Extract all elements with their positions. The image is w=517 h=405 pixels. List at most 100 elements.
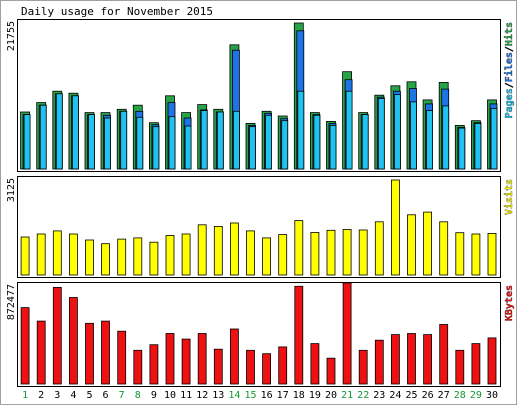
bar-kbytes-kbytes-6 [101,320,110,385]
bar-usage-pages-13 [216,111,224,170]
panel-frame-usage [17,19,501,172]
bar-usage-pages-30 [490,108,498,170]
bar-kbytes-kbytes-10 [165,333,175,385]
bar-kbytes-kbytes-3 [52,286,62,385]
bar-usage-pages-4 [72,95,79,170]
bar-usage-pages-12 [200,110,208,170]
x-tick-label-20: 20 [325,390,337,401]
bar-kbytes-kbytes-11 [181,338,191,385]
bar-usage-pages-7 [120,110,128,170]
x-tick-label-5: 5 [86,390,92,401]
x-tick-label-24: 24 [389,390,401,401]
bar-visits-visits-6 [101,243,110,276]
bar-kbytes-kbytes-30 [487,337,497,385]
bar-kbytes-kbytes-27 [439,324,449,385]
x-tick-label-17: 17 [277,390,289,401]
bar-visits-visits-22 [358,229,368,276]
x-tick-label-11: 11 [180,390,192,401]
panel-visits: 3125 Visits [6,176,515,278]
x-tick-label-4: 4 [70,390,76,401]
bar-usage-pages-24 [393,94,401,170]
bar-kbytes-kbytes-20 [326,357,336,385]
bar-usage-pages-18 [297,90,305,170]
bar-kbytes-kbytes-14 [229,328,239,385]
legend-kbytes: KBytes [504,285,515,321]
bar-visits-visits-21 [342,228,352,276]
bar-kbytes-kbytes-17 [278,346,288,385]
x-tick-label-9: 9 [151,390,157,401]
bar-kbytes-kbytes-9 [149,344,159,385]
bar-usage-pages-29 [474,123,482,170]
panel-kbytes: 872477 KBytes [6,282,515,387]
bar-kbytes-kbytes-24 [390,334,400,385]
x-tick-label-28: 28 [454,390,466,401]
x-tick-label-1: 1 [22,390,28,401]
bar-visits-visits-9 [149,241,159,276]
bar-visits-visits-23 [374,221,384,276]
bar-visits-visits-18 [294,220,304,276]
bar-usage-pages-28 [458,127,466,170]
bar-visits-visits-2 [36,233,46,276]
chart-title: Daily usage for November 2015 [21,5,213,18]
x-tick-label-2: 2 [38,390,44,401]
bar-visits-visits-7 [117,238,127,276]
bar-visits-visits-26 [423,211,433,276]
x-tick-label-25: 25 [405,390,417,401]
bar-usage-pages-9 [152,126,160,170]
x-tick-label-3: 3 [54,390,60,401]
x-tick-label-15: 15 [244,390,256,401]
bar-visits-visits-11 [181,233,191,276]
bar-kbytes-kbytes-18 [294,285,304,385]
legend-entry-visits-0: Visits [503,179,515,215]
bar-visits-visits-5 [85,239,94,276]
x-tick-label-14: 14 [228,390,240,401]
bar-kbytes-kbytes-22 [358,349,368,385]
bar-kbytes-kbytes-16 [262,353,272,385]
bar-kbytes-kbytes-12 [197,333,207,385]
bar-kbytes-kbytes-7 [117,330,127,385]
bar-usage-pages-8 [136,116,144,170]
bar-usage-pages-11 [184,125,192,170]
bar-visits-visits-10 [165,235,175,276]
legend-entry-usage-1: / [504,82,515,88]
x-tick-label-7: 7 [119,390,125,401]
bar-visits-visits-4 [69,233,78,276]
bar-usage-pages-6 [104,117,111,170]
bar-kbytes-kbytes-13 [213,348,223,385]
bar-visits-visits-16 [262,237,272,276]
bar-visits-visits-28 [455,232,465,276]
bar-usage-pages-20 [329,125,337,170]
x-tick-label-18: 18 [293,390,305,401]
bar-usage-pages-19 [313,114,321,170]
bar-usage-pages-17 [281,120,289,170]
x-tick-label-26: 26 [422,390,434,401]
bar-kbytes-kbytes-29 [471,343,481,385]
bar-usage-pages-25 [410,101,417,170]
bar-usage-pages-3 [55,93,63,170]
bar-kbytes-kbytes-2 [36,320,46,385]
legend-entry-kbytes-0: KBytes [504,285,515,321]
bar-usage-pages-23 [377,98,385,170]
x-tick-label-23: 23 [373,390,385,401]
bar-visits-visits-15 [246,230,255,276]
bar-kbytes-kbytes-8 [133,349,143,385]
legend-entry-usage-0: Pages [504,88,515,118]
bar-kbytes-kbytes-5 [85,322,94,385]
bar-visits-visits-14 [229,222,239,276]
scale-label-usage: 21755 [6,21,17,51]
bar-visits-visits-25 [407,214,416,276]
bar-usage-pages-14 [232,110,240,170]
legend-entry-usage-3: / [504,46,515,52]
panel-frame-visits [17,176,501,278]
bar-kbytes-kbytes-19 [310,343,320,385]
x-tick-label-19: 19 [309,390,321,401]
bar-visits-visits-12 [197,224,207,276]
bar-visits-visits-19 [310,231,320,276]
bar-visits-visits-1 [20,236,30,276]
bar-kbytes-kbytes-1 [20,307,30,385]
x-tick-label-16: 16 [261,390,273,401]
